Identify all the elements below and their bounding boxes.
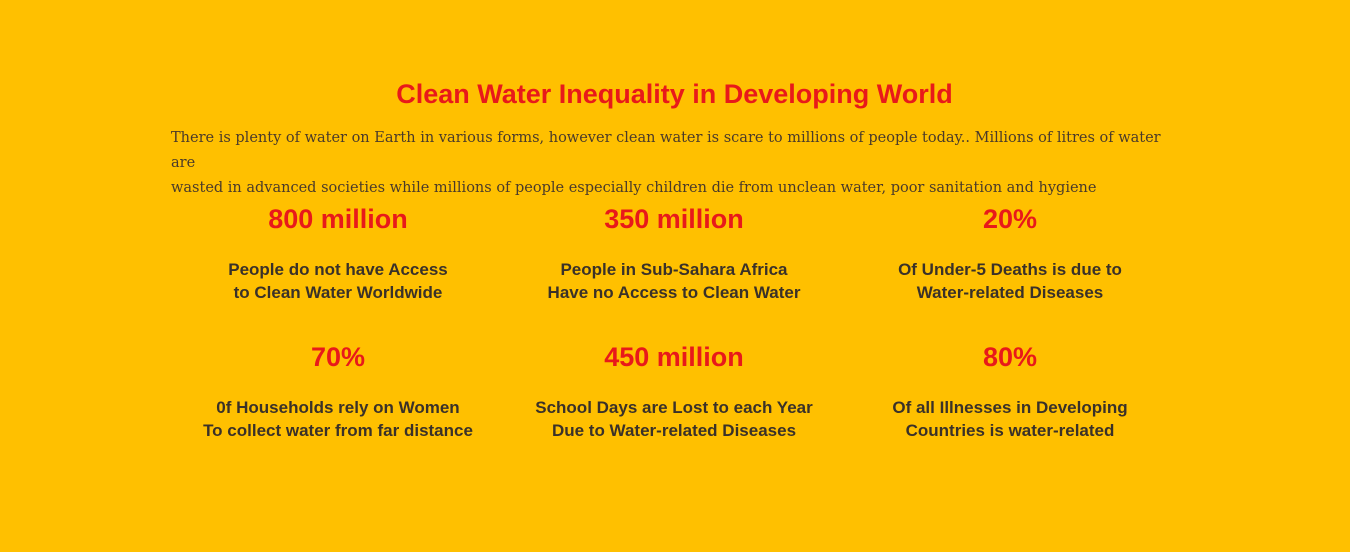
stat-description: 0f Households rely on Women To collect w…	[168, 396, 508, 442]
stat-value: 20%	[982, 204, 1038, 234]
stat-item: 80% Of all Illnesses in Developing Count…	[840, 342, 1180, 442]
stat-description: School Days are Lost to each Year Due to…	[504, 396, 844, 442]
intro-line-1: There is plenty of water on Earth in var…	[171, 130, 1161, 171]
stat-item: 20% Of Under-5 Deaths is due to Water-re…	[840, 204, 1180, 304]
stat-description-line: to Clean Water Worldwide	[233, 283, 443, 302]
stat-description-line: People in Sub-Sahara Africa	[560, 260, 788, 279]
intro-line-2: wasted in advanced societies while milli…	[171, 180, 1097, 196]
stat-description-line: School Days are Lost to each Year	[535, 398, 813, 417]
stat-description-line: Water-related Diseases	[916, 283, 1104, 302]
stat-description: People in Sub-Sahara Africa Have no Acce…	[504, 258, 844, 304]
stat-description-line: Due to Water-related Diseases	[551, 421, 797, 440]
stat-item: 450 million School Days are Lost to each…	[504, 342, 844, 442]
page-title: Clean Water Inequality in Developing Wor…	[396, 79, 953, 109]
stat-item: 800 million People do not have Access to…	[168, 204, 508, 304]
stat-item: 350 million People in Sub-Sahara Africa …	[504, 204, 844, 304]
stat-item: 70% 0f Households rely on Women To colle…	[168, 342, 508, 442]
stat-description-line: Of Under-5 Deaths is due to	[898, 260, 1122, 279]
intro-paragraph: There is plenty of water on Earth in var…	[171, 126, 1171, 201]
stat-description-line: People do not have Access	[228, 260, 448, 279]
stat-description-line: To collect water from far distance	[203, 421, 473, 440]
stat-value: 70%	[310, 342, 366, 372]
stat-value: 80%	[982, 342, 1038, 372]
stat-description: Of all Illnesses in Developing Countries…	[840, 396, 1180, 442]
stat-description-line: Countries is water-related	[905, 421, 1115, 440]
stat-description: People do not have Access to Clean Water…	[168, 258, 508, 304]
stat-description: Of Under-5 Deaths is due to Water-relate…	[840, 258, 1180, 304]
stat-description-line: 0f Households rely on Women	[216, 398, 460, 417]
stat-description-line: Have no Access to Clean Water	[547, 283, 801, 302]
stat-description-line: Of all Illnesses in Developing	[892, 398, 1128, 417]
stat-value: 800 million	[268, 204, 408, 234]
stat-value: 450 million	[604, 342, 744, 372]
stat-value: 350 million	[604, 204, 744, 234]
